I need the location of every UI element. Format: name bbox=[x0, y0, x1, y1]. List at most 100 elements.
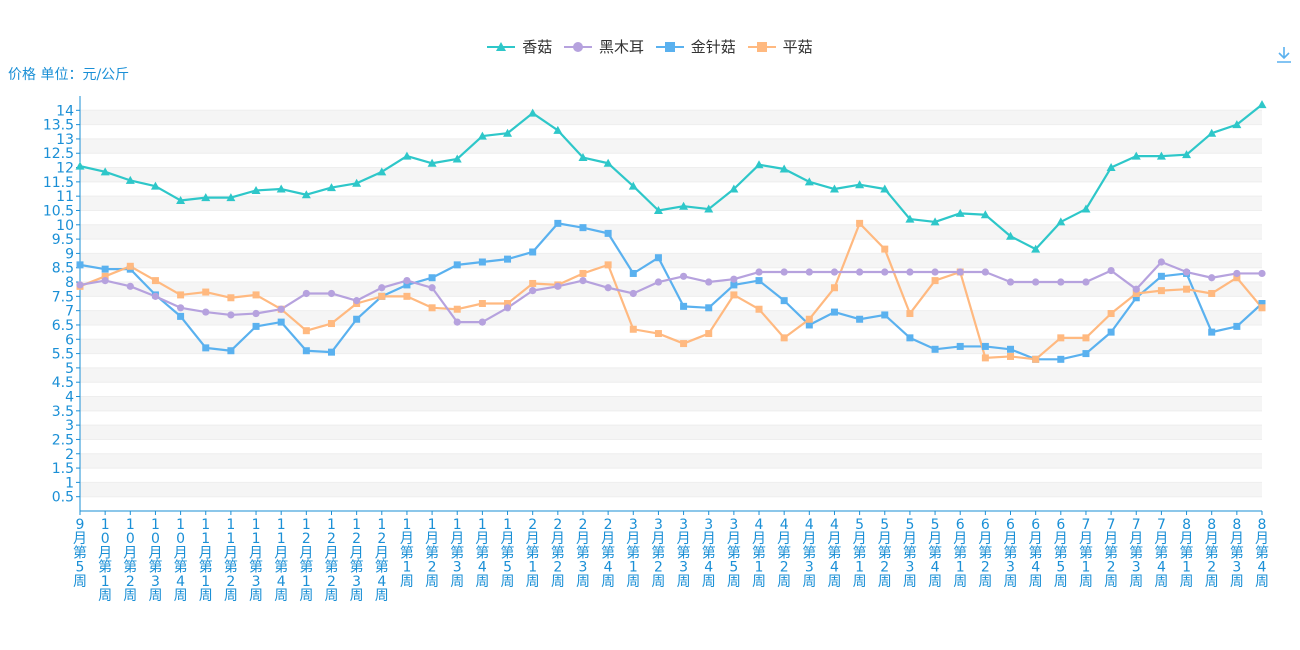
x-tick-label: 3 月第 3 周 bbox=[677, 517, 691, 590]
data-point-黑木耳 bbox=[126, 282, 134, 290]
download-icon[interactable] bbox=[1274, 44, 1294, 66]
x-tick-label: 2 月第 1 周 bbox=[526, 517, 540, 590]
data-point-金针菇 bbox=[654, 254, 662, 262]
grid-band bbox=[80, 425, 1262, 440]
data-point-金针菇 bbox=[1007, 345, 1015, 353]
data-point-香菇 bbox=[679, 201, 689, 210]
data-point-平菇 bbox=[931, 277, 939, 285]
data-point-香菇 bbox=[75, 161, 85, 170]
data-point-黑木耳 bbox=[252, 309, 260, 318]
x-tick-label: 1 1 月第 3 周 bbox=[249, 517, 263, 604]
x-tick-label: 4 月第 2 周 bbox=[777, 517, 791, 590]
data-point-黑木耳 bbox=[1233, 269, 1241, 278]
x-tick-label: 1 0 月第 3 周 bbox=[148, 517, 162, 604]
data-point-香菇 bbox=[452, 154, 462, 163]
data-point-黑木耳 bbox=[503, 304, 512, 312]
data-point-平菇 bbox=[327, 320, 335, 328]
data-point-金针菇 bbox=[680, 302, 688, 310]
x-tick-label: 1 2 月第 1 周 bbox=[299, 517, 313, 604]
x-tick-label: 8 月第 3 周 bbox=[1230, 517, 1244, 590]
data-point-香菇 bbox=[578, 153, 588, 162]
grid-band bbox=[80, 196, 1262, 211]
x-tick-label: 1 月第 5 周 bbox=[501, 517, 515, 590]
data-point-平菇 bbox=[302, 327, 310, 335]
data-point-平菇 bbox=[227, 294, 235, 302]
legend-item-金针菇[interactable]: 金针菇 bbox=[656, 36, 736, 57]
data-point-香菇 bbox=[427, 158, 437, 167]
data-point-平菇 bbox=[378, 292, 386, 300]
data-point-平菇 bbox=[202, 288, 210, 296]
data-point-香菇 bbox=[1031, 244, 1041, 253]
x-tick-label: 1 1 月第 1 周 bbox=[199, 517, 213, 604]
x-tick-label: 3 月第 1 周 bbox=[626, 517, 640, 590]
grid-band bbox=[80, 253, 1262, 268]
x-tick-label: 5 月第 3 周 bbox=[903, 517, 917, 590]
data-point-黑木耳 bbox=[881, 268, 889, 276]
series-line-香菇 bbox=[79, 103, 1263, 251]
y-tick-label: 10.5 bbox=[43, 203, 74, 219]
data-point-金针菇 bbox=[453, 261, 461, 269]
y-tick-label: 8 bbox=[65, 275, 74, 291]
legend-marker bbox=[656, 41, 684, 52]
grid-band bbox=[80, 339, 1262, 354]
data-point-平菇 bbox=[1132, 289, 1140, 297]
legend-item-平菇[interactable]: 平菇 bbox=[747, 36, 813, 57]
grid-band bbox=[80, 310, 1262, 325]
x-tick-label: 1 月第 1 周 bbox=[400, 517, 414, 590]
y-tick-label: 1.5 bbox=[52, 461, 74, 477]
data-point-黑木耳 bbox=[529, 287, 537, 295]
legend-item-香菇[interactable]: 香菇 bbox=[487, 36, 552, 57]
data-point-金针菇 bbox=[856, 315, 864, 323]
data-point-金针菇 bbox=[629, 269, 637, 277]
data-point-黑木耳 bbox=[76, 281, 84, 289]
y-tick-label: 6.5 bbox=[52, 318, 74, 334]
grid-band bbox=[80, 367, 1262, 383]
data-point-黑木耳 bbox=[151, 292, 160, 300]
data-point-平菇 bbox=[755, 305, 763, 313]
data-point-黑木耳 bbox=[227, 311, 235, 319]
data-point-香菇 bbox=[980, 210, 990, 219]
data-point-金针菇 bbox=[931, 345, 939, 353]
data-point-香菇 bbox=[628, 181, 638, 190]
data-point-香菇 bbox=[503, 128, 513, 137]
data-point-黑木耳 bbox=[705, 278, 713, 286]
data-point-黑木耳 bbox=[579, 277, 587, 285]
data-point-平菇 bbox=[1258, 304, 1266, 312]
data-point-黑木耳 bbox=[554, 282, 562, 290]
legend-marker bbox=[487, 41, 516, 51]
data-point-香菇 bbox=[1056, 217, 1066, 226]
data-point-平菇 bbox=[529, 279, 537, 287]
data-point-香菇 bbox=[779, 164, 789, 173]
data-point-黑木耳 bbox=[780, 268, 788, 276]
data-point-金针菇 bbox=[478, 258, 486, 266]
y-tick-label: 1 bbox=[65, 475, 74, 491]
data-point-平菇 bbox=[478, 300, 486, 307]
data-point-黑木耳 bbox=[176, 304, 185, 312]
x-tick-label: 5 月第 2 周 bbox=[878, 517, 892, 590]
data-point-香菇 bbox=[1207, 128, 1217, 137]
x-tick-label: 5 月第 1 周 bbox=[853, 517, 867, 590]
data-point-金针菇 bbox=[805, 321, 813, 329]
data-point-金针菇 bbox=[981, 342, 989, 350]
data-point-平菇 bbox=[1233, 274, 1241, 282]
series-line-平菇 bbox=[79, 222, 1263, 361]
x-tick-label: 8 月第 4 周 bbox=[1255, 517, 1269, 590]
data-point-金针菇 bbox=[554, 219, 562, 227]
data-point-黑木耳 bbox=[805, 268, 813, 276]
y-tick-label: 9.5 bbox=[52, 232, 74, 248]
data-point-黑木耳 bbox=[730, 275, 738, 283]
data-point-平菇 bbox=[629, 325, 637, 333]
data-point-香菇 bbox=[930, 217, 940, 226]
y-tick-label: 3 bbox=[65, 418, 74, 434]
data-point-香菇 bbox=[251, 185, 261, 194]
data-point-黑木耳 bbox=[1132, 285, 1140, 293]
data-point-金针菇 bbox=[1107, 328, 1115, 336]
x-tick-label: 6 月第 5 周 bbox=[1054, 517, 1068, 590]
legend-item-黑木耳[interactable]: 黑木耳 bbox=[564, 36, 644, 57]
data-point-香菇 bbox=[326, 183, 336, 192]
data-point-平菇 bbox=[1007, 352, 1015, 360]
data-point-香菇 bbox=[301, 190, 311, 199]
grid-band bbox=[80, 167, 1262, 182]
grid-band bbox=[80, 224, 1262, 240]
y-tick-label: 13 bbox=[56, 132, 74, 148]
